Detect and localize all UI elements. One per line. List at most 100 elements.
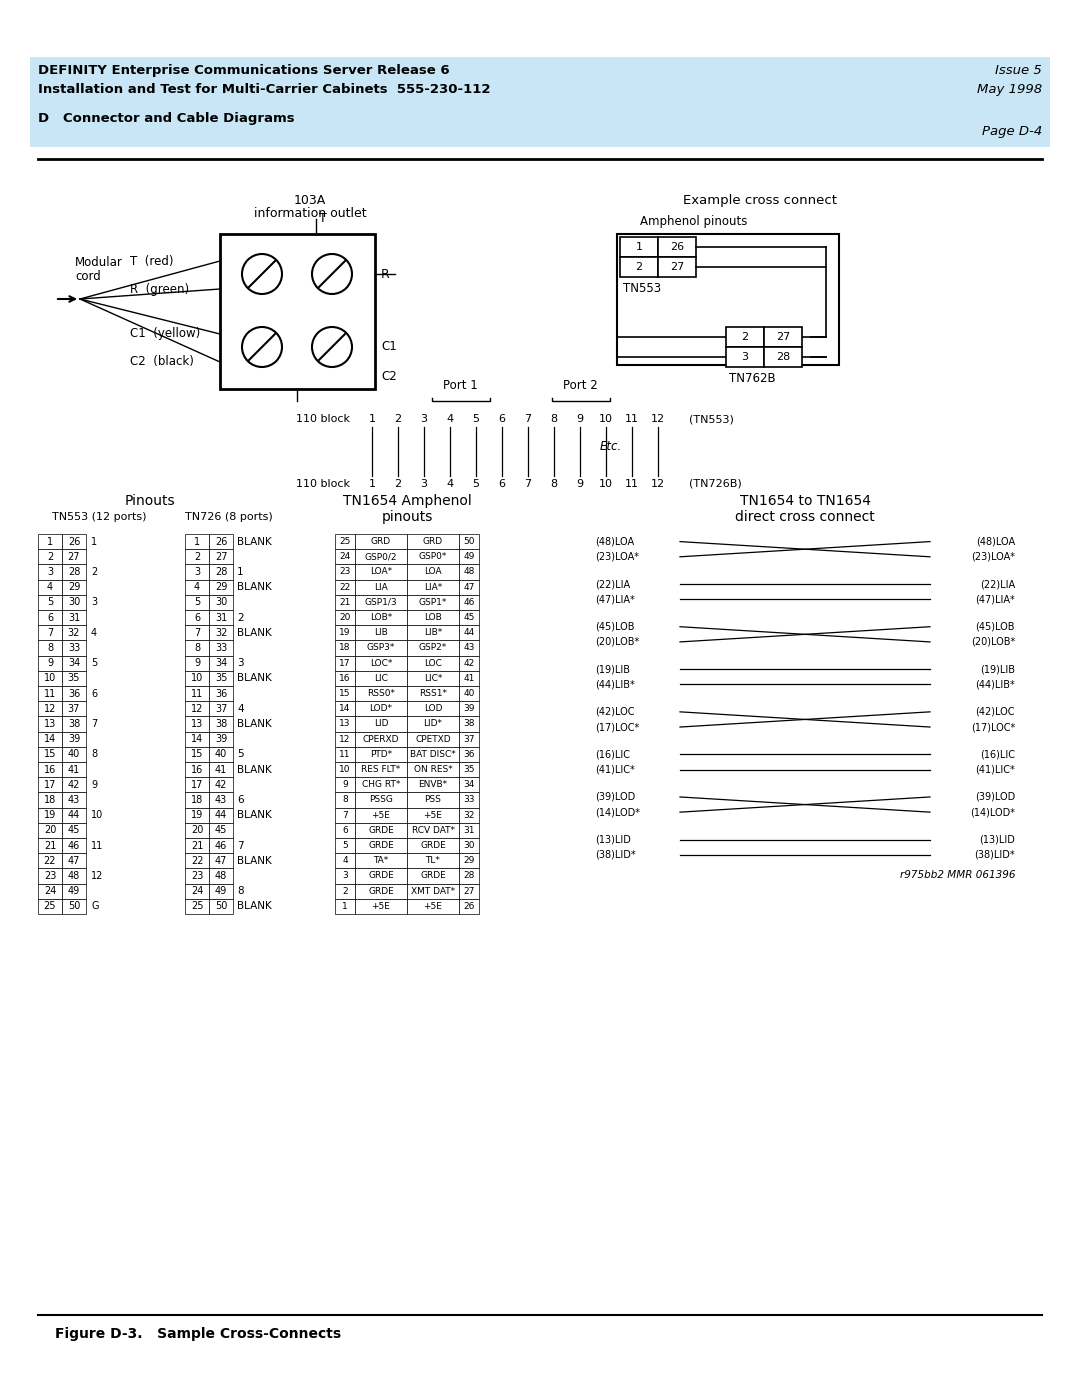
Bar bbox=[185, 732, 210, 747]
Text: r975bb2 MMR 061396: r975bb2 MMR 061396 bbox=[900, 870, 1015, 880]
Text: 12: 12 bbox=[44, 704, 56, 714]
Text: 48: 48 bbox=[215, 870, 227, 882]
Text: LOC*: LOC* bbox=[369, 659, 392, 668]
Text: (22)LIA: (22)LIA bbox=[595, 580, 630, 590]
Text: (14)LOD*: (14)LOD* bbox=[595, 807, 640, 817]
Bar bbox=[62, 564, 86, 580]
Bar bbox=[407, 823, 459, 838]
Text: Pinouts: Pinouts bbox=[124, 495, 175, 509]
Bar bbox=[62, 761, 86, 777]
Text: 38: 38 bbox=[68, 719, 80, 729]
Bar bbox=[210, 823, 233, 838]
Bar bbox=[62, 807, 86, 823]
Text: (14)LOD*: (14)LOD* bbox=[970, 807, 1015, 817]
Bar bbox=[62, 534, 86, 549]
Text: 44: 44 bbox=[463, 629, 474, 637]
Text: 39: 39 bbox=[68, 735, 80, 745]
Text: 11: 11 bbox=[339, 750, 351, 759]
Bar bbox=[335, 610, 355, 626]
Text: LIA: LIA bbox=[374, 583, 388, 592]
Bar bbox=[407, 701, 459, 717]
Text: 28: 28 bbox=[215, 567, 227, 577]
Text: TA*: TA* bbox=[374, 856, 389, 865]
Bar bbox=[617, 235, 839, 365]
Text: (13)LID: (13)LID bbox=[595, 834, 631, 845]
Text: T  (red): T (red) bbox=[130, 254, 174, 267]
Text: LID*: LID* bbox=[423, 719, 443, 728]
Bar bbox=[62, 549, 86, 564]
Bar bbox=[355, 747, 407, 761]
Bar bbox=[62, 883, 86, 898]
Bar bbox=[185, 838, 210, 854]
Text: 18: 18 bbox=[44, 795, 56, 805]
Bar bbox=[185, 701, 210, 717]
Bar bbox=[210, 854, 233, 869]
Text: cord: cord bbox=[75, 270, 100, 284]
Bar bbox=[210, 807, 233, 823]
Text: (20)LOB*: (20)LOB* bbox=[595, 637, 639, 647]
Text: 50: 50 bbox=[463, 536, 475, 546]
Bar bbox=[30, 57, 1050, 108]
Text: 28: 28 bbox=[775, 352, 791, 362]
Text: LIB*: LIB* bbox=[423, 629, 442, 637]
Text: 11: 11 bbox=[91, 841, 104, 851]
Text: 6: 6 bbox=[91, 689, 97, 698]
Bar bbox=[335, 898, 355, 914]
Text: LOA*: LOA* bbox=[370, 567, 392, 577]
Bar bbox=[335, 732, 355, 747]
Text: PSSG: PSSG bbox=[369, 795, 393, 805]
Bar bbox=[459, 732, 480, 747]
Bar bbox=[210, 686, 233, 701]
Text: 47: 47 bbox=[215, 856, 227, 866]
Text: 21: 21 bbox=[44, 841, 56, 851]
Text: RCV DAT*: RCV DAT* bbox=[411, 826, 455, 835]
Text: (48)LOA: (48)LOA bbox=[976, 536, 1015, 546]
Bar bbox=[62, 595, 86, 610]
Text: 6: 6 bbox=[237, 795, 244, 805]
Bar bbox=[62, 626, 86, 640]
Bar bbox=[185, 883, 210, 898]
Text: TN1654 Amphenol
pinouts: TN1654 Amphenol pinouts bbox=[342, 495, 471, 524]
Text: 110 block: 110 block bbox=[296, 414, 350, 425]
Text: 22: 22 bbox=[339, 583, 351, 592]
Text: 10: 10 bbox=[599, 479, 613, 489]
Text: DEFINITY Enterprise Communications Server Release 6: DEFINITY Enterprise Communications Serve… bbox=[38, 64, 449, 77]
Text: 50: 50 bbox=[215, 901, 227, 911]
Text: (TN726B): (TN726B) bbox=[689, 479, 742, 489]
Text: 8: 8 bbox=[91, 749, 97, 760]
Text: (23)LOA*: (23)LOA* bbox=[971, 552, 1015, 562]
Text: Installation and Test for Multi-Carrier Cabinets  555-230-112: Installation and Test for Multi-Carrier … bbox=[38, 82, 490, 96]
Text: 13: 13 bbox=[339, 719, 351, 728]
Text: 29: 29 bbox=[463, 856, 475, 865]
Bar bbox=[355, 640, 407, 655]
Text: C2  (black): C2 (black) bbox=[130, 355, 194, 369]
Bar bbox=[62, 792, 86, 807]
Text: 2: 2 bbox=[342, 887, 348, 895]
Bar bbox=[355, 869, 407, 883]
Text: 4: 4 bbox=[446, 414, 454, 425]
Text: 4: 4 bbox=[237, 704, 244, 714]
Bar bbox=[459, 854, 480, 869]
Text: LOA: LOA bbox=[424, 567, 442, 577]
Bar bbox=[335, 869, 355, 883]
Text: 8: 8 bbox=[551, 479, 557, 489]
Bar bbox=[62, 701, 86, 717]
Text: 42: 42 bbox=[68, 780, 80, 789]
Bar bbox=[459, 761, 480, 777]
Bar bbox=[407, 549, 459, 564]
Bar bbox=[185, 595, 210, 610]
Text: 26: 26 bbox=[215, 536, 227, 546]
Text: BLANK: BLANK bbox=[237, 627, 272, 638]
Bar bbox=[407, 564, 459, 580]
Bar bbox=[459, 626, 480, 640]
Text: RSS0*: RSS0* bbox=[367, 689, 395, 698]
Text: 8: 8 bbox=[342, 795, 348, 805]
Text: 25: 25 bbox=[44, 901, 56, 911]
Text: 24: 24 bbox=[339, 552, 351, 562]
Text: 5: 5 bbox=[342, 841, 348, 851]
Bar bbox=[210, 747, 233, 761]
Text: 1: 1 bbox=[368, 479, 376, 489]
Text: 14: 14 bbox=[191, 735, 203, 745]
Text: (22)LIA: (22)LIA bbox=[980, 580, 1015, 590]
Bar bbox=[335, 686, 355, 701]
